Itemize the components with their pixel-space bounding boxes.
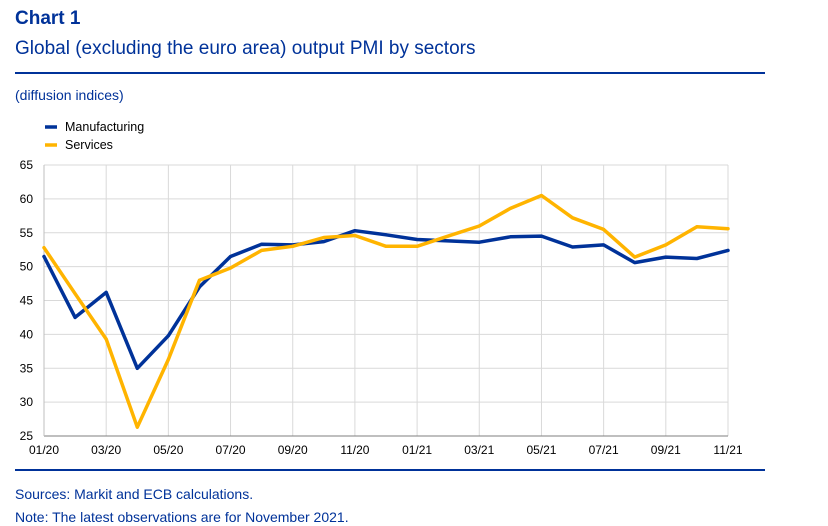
manufacturing-point [571, 245, 575, 249]
services-point [260, 248, 264, 252]
services-point [571, 216, 575, 220]
manufacturing-point [726, 248, 730, 252]
x-tick-label: 03/20 [91, 443, 121, 457]
services-point [73, 292, 77, 296]
x-tick-label: 09/20 [278, 443, 308, 457]
x-axis-ticks: 01/20 03/20 05/20 07/20 09/20 11/20 01/21 03/21… [29, 443, 743, 457]
services-point [539, 193, 543, 197]
manufacturing-line [42, 228, 730, 371]
services-point [695, 225, 699, 229]
x-tick-label: 07/21 [589, 443, 619, 457]
x-tick-label: 05/21 [526, 443, 556, 457]
manufacturing-point [539, 234, 543, 238]
chart-number: Chart 1 [15, 8, 81, 29]
chart-grid [44, 164, 729, 436]
manufacturing-point [353, 229, 357, 233]
services-point [602, 227, 606, 231]
unit-label: (diffusion indices) [15, 87, 124, 103]
services-point [291, 244, 295, 248]
services-point [135, 425, 139, 429]
x-tick-label: 11/21 [713, 443, 742, 457]
services-point [446, 234, 450, 238]
y-tick-label: 35 [20, 361, 34, 375]
manufacturing-point [633, 261, 637, 265]
manufacturing-legend-label: Manufacturing [65, 120, 144, 134]
services-point [322, 235, 326, 239]
services-point [726, 227, 730, 231]
services-point [633, 255, 637, 259]
x-tick-label: 09/21 [651, 443, 681, 457]
y-tick-label: 25 [20, 429, 34, 443]
observation-note: Note: The latest observations are for No… [15, 509, 349, 525]
manufacturing-point [135, 366, 139, 370]
manufacturing-point [477, 240, 481, 244]
chart-title: Global (excluding the euro area) output … [15, 38, 476, 59]
services-point [477, 224, 481, 228]
title-divider [15, 72, 765, 74]
services-point [353, 233, 357, 237]
manufacturing-point [42, 254, 46, 258]
services-legend-label: Services [65, 138, 113, 152]
manufacturing-point [508, 235, 512, 239]
manufacturing-point [695, 256, 699, 260]
y-tick-label: 45 [20, 294, 34, 308]
services-point [229, 266, 233, 270]
footer-divider [15, 469, 765, 471]
x-tick-label: 05/20 [153, 443, 183, 457]
y-tick-label: 55 [20, 226, 34, 240]
manufacturing-point [664, 255, 668, 259]
services-point [664, 243, 668, 247]
services-point [42, 246, 46, 250]
chart-axes [43, 165, 728, 437]
y-tick-label: 30 [20, 395, 34, 409]
manufacturing-point [73, 315, 77, 319]
x-tick-label: 07/20 [216, 443, 246, 457]
manufacturing-point [166, 334, 170, 338]
y-axis-ticks: 25 30 35 40 45 50 55 60 65 [20, 158, 34, 443]
x-tick-label: 01/21 [402, 443, 432, 457]
manufacturing-point [104, 290, 108, 294]
services-point [415, 244, 419, 248]
x-tick-label: 01/20 [29, 443, 59, 457]
manufacturing-point [602, 243, 606, 247]
sources-note: Sources: Markit and ECB calculations. [15, 486, 254, 502]
y-tick-label: 50 [20, 260, 34, 274]
services-point [384, 244, 388, 248]
x-tick-label: 11/20 [340, 443, 369, 457]
chart-series [42, 193, 730, 429]
manufacturing-point [322, 240, 326, 244]
manufacturing-point [384, 233, 388, 237]
x-tick-label: 03/21 [464, 443, 494, 457]
manufacturing-point [415, 238, 419, 242]
services-point [166, 357, 170, 361]
y-tick-label: 65 [20, 158, 34, 172]
y-tick-label: 60 [20, 192, 34, 206]
services-line [42, 193, 730, 429]
services-point [104, 337, 108, 341]
manufacturing-point [229, 254, 233, 258]
services-point [508, 206, 512, 210]
services-point [197, 278, 201, 282]
manufacturing-point [446, 239, 450, 243]
manufacturing-point [260, 242, 264, 246]
chart-legend: Manufacturing Services [45, 120, 144, 152]
y-tick-label: 40 [20, 327, 34, 341]
